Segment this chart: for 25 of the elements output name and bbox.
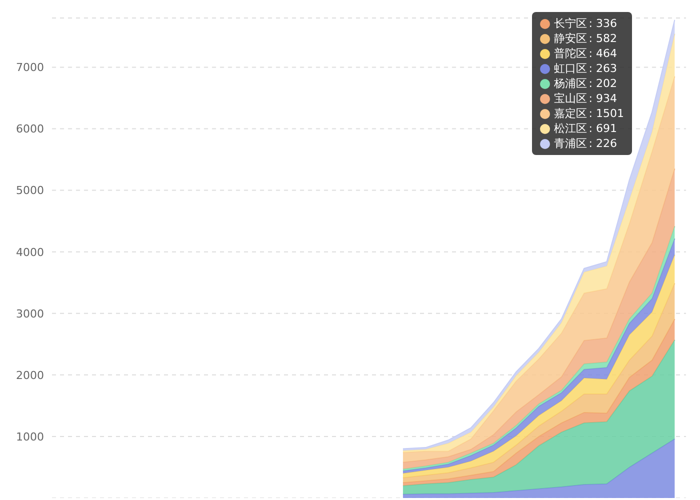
annotation: : 336 bbox=[588, 16, 617, 31]
y-tick-label: 5000 bbox=[16, 184, 44, 198]
legend-label: 静安区 bbox=[554, 31, 587, 46]
annotation: : 464 bbox=[588, 46, 617, 61]
annotation: : 202 bbox=[588, 76, 617, 91]
legend-label: 松江区 bbox=[554, 121, 587, 136]
legend-label: 长宁区 bbox=[554, 16, 587, 31]
y-tick-label: 7000 bbox=[16, 61, 44, 74]
annotation: : 1501 bbox=[588, 106, 624, 121]
annotation: : 263 bbox=[588, 61, 617, 76]
y-tick-label: 3000 bbox=[16, 307, 44, 320]
legend-label: 虹口区 bbox=[554, 61, 587, 76]
y-tick-label: 6000 bbox=[16, 122, 44, 136]
annotation: : 934 bbox=[588, 91, 617, 106]
y-tick-label: 1000 bbox=[16, 430, 44, 444]
annotation: : 226 bbox=[588, 136, 617, 151]
legend-label: 普陀区 bbox=[554, 46, 587, 61]
annotation: : 582 bbox=[588, 31, 617, 46]
legend-label: 青浦区 bbox=[554, 136, 587, 151]
legend-label: 杨浦区 bbox=[554, 76, 587, 91]
y-tick-label: 4000 bbox=[16, 246, 44, 259]
legend-label: 宝山区 bbox=[554, 91, 587, 106]
annotation: : 691 bbox=[588, 121, 617, 136]
legend-label: 嘉定区 bbox=[554, 106, 587, 121]
y-tick-label: 2000 bbox=[16, 368, 44, 382]
